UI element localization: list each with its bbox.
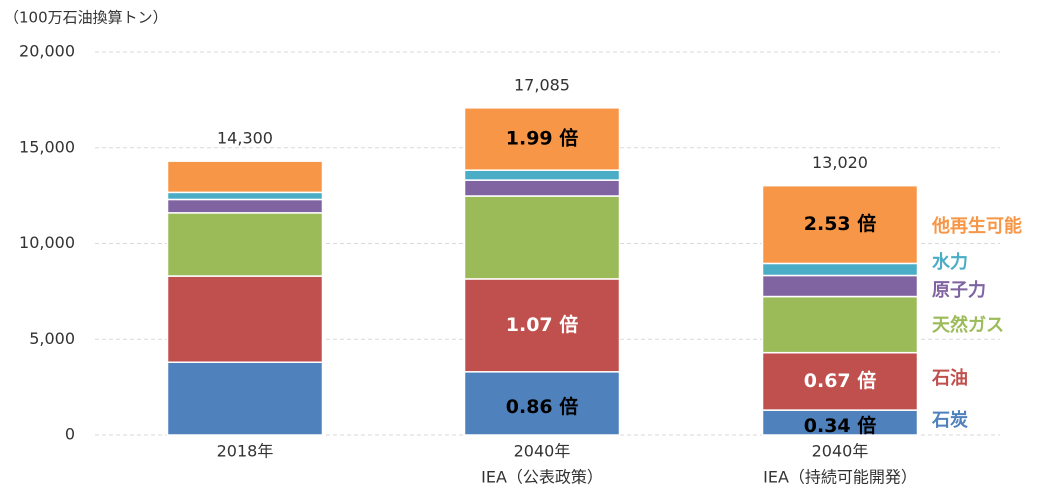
segment-label: 0.67 倍 <box>804 369 877 392</box>
bar-segment <box>463 107 621 171</box>
bar-segment <box>463 195 621 280</box>
bar-segment <box>761 409 919 436</box>
segment-label: 0.34 倍 <box>804 414 877 437</box>
legend-label: 石油 <box>931 367 968 389</box>
x-tick-sublabel: IEA（公表政策） <box>481 468 603 487</box>
bar-segment <box>166 198 324 214</box>
bar-segment <box>761 295 919 354</box>
bar-segment <box>166 160 324 194</box>
x-tick-label: 2040年 <box>514 442 571 461</box>
bar-segment <box>166 212 324 277</box>
bar-segment <box>463 371 621 436</box>
bar-segment <box>761 184 919 265</box>
legend-label: 原子力 <box>932 280 986 301</box>
total-label: 13,020 <box>812 153 868 172</box>
y-tick-label: 10,000 <box>19 233 75 252</box>
bar-segment <box>463 278 621 373</box>
bar-segment <box>463 179 621 197</box>
legend-label: 石炭 <box>931 409 968 431</box>
bar-segment <box>463 169 621 181</box>
y-tick-label: 0 <box>65 425 75 444</box>
total-label: 17,085 <box>514 75 570 94</box>
bar-segment <box>166 191 324 201</box>
bar-segment <box>761 262 919 277</box>
y-axis-label: （100万石油換算トン） <box>4 9 168 27</box>
x-tick-label: 2018年 <box>217 442 274 461</box>
legend-label: 水力 <box>932 251 968 273</box>
x-tick-sublabel: IEA（持続可能開発） <box>763 468 917 487</box>
legend-label: 他再生可能 <box>931 215 1022 237</box>
x-tick-label: 2040年 <box>812 442 869 461</box>
bar-segment <box>166 361 324 436</box>
bar-segment <box>761 274 919 298</box>
segment-label: 2.53 倍 <box>804 212 877 235</box>
segment-label: 1.07 倍 <box>506 313 579 336</box>
bar-segment <box>166 275 324 363</box>
y-tick-label: 15,000 <box>19 137 75 156</box>
segment-label: 0.86 倍 <box>506 395 579 418</box>
segment-label: 1.99 倍 <box>506 126 579 149</box>
y-tick-label: 5,000 <box>29 329 75 348</box>
total-label: 14,300 <box>217 129 273 148</box>
y-tick-label: 20,000 <box>19 42 75 61</box>
legend-label: 天然ガス <box>932 314 1004 336</box>
